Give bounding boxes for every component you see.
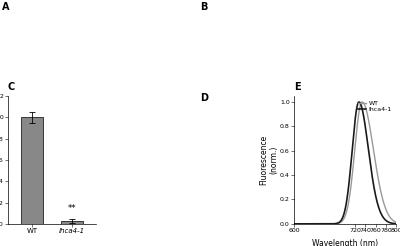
Text: C: C <box>8 82 15 92</box>
lhca4-1 <box>383 218 388 221</box>
Line: lhca4-1: lhca4-1 <box>294 102 398 224</box>
lhca4-1 <box>396 222 400 225</box>
WT <box>292 222 296 225</box>
Bar <box>61 221 83 224</box>
Text: B: B <box>200 2 207 13</box>
WT <box>394 221 399 224</box>
lhca4-1 <box>332 222 336 225</box>
WT <box>336 222 341 225</box>
WT <box>332 222 336 225</box>
Text: D: D <box>200 93 208 104</box>
Text: **: ** <box>68 204 76 213</box>
Text: E: E <box>294 82 301 92</box>
Bar <box>21 117 43 224</box>
lhca4-1 <box>394 222 399 225</box>
WT <box>310 222 314 225</box>
WT <box>383 206 388 209</box>
X-axis label: Wavelength (nm): Wavelength (nm) <box>312 239 378 246</box>
lhca4-1 <box>304 222 308 225</box>
WT <box>396 222 400 225</box>
lhca4-1 <box>356 101 361 104</box>
Line: WT: WT <box>294 102 398 224</box>
WT <box>360 101 365 104</box>
Y-axis label: Fluorescence
(norm.): Fluorescence (norm.) <box>259 135 278 185</box>
lhca4-1 <box>310 222 314 225</box>
Legend: WT, lhca4-1: WT, lhca4-1 <box>357 99 393 114</box>
lhca4-1 <box>336 221 341 224</box>
WT <box>304 222 308 225</box>
Text: A: A <box>2 2 10 13</box>
lhca4-1 <box>292 222 296 225</box>
